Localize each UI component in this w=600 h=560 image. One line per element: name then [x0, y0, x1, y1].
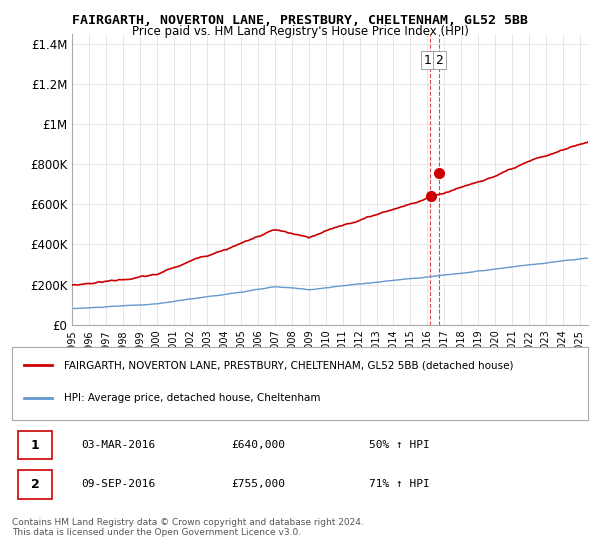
FancyBboxPatch shape: [18, 431, 52, 459]
Text: 1: 1: [424, 54, 431, 67]
Text: 2: 2: [31, 478, 40, 491]
Text: 50% ↑ HPI: 50% ↑ HPI: [369, 440, 430, 450]
Text: 71% ↑ HPI: 71% ↑ HPI: [369, 479, 430, 489]
Text: £755,000: £755,000: [231, 479, 285, 489]
Text: FAIRGARTH, NOVERTON LANE, PRESTBURY, CHELTENHAM, GL52 5BB: FAIRGARTH, NOVERTON LANE, PRESTBURY, CHE…: [72, 14, 528, 27]
Text: Price paid vs. HM Land Registry's House Price Index (HPI): Price paid vs. HM Land Registry's House …: [131, 25, 469, 38]
Text: FAIRGARTH, NOVERTON LANE, PRESTBURY, CHELTENHAM, GL52 5BB (detached house): FAIRGARTH, NOVERTON LANE, PRESTBURY, CHE…: [64, 361, 514, 370]
FancyBboxPatch shape: [12, 347, 588, 420]
Text: 09-SEP-2016: 09-SEP-2016: [81, 479, 155, 489]
Text: £640,000: £640,000: [231, 440, 285, 450]
FancyBboxPatch shape: [18, 470, 52, 498]
Text: 1: 1: [31, 438, 40, 452]
Text: Contains HM Land Registry data © Crown copyright and database right 2024.
This d: Contains HM Land Registry data © Crown c…: [12, 518, 364, 538]
Text: 2: 2: [435, 54, 443, 67]
Text: 03-MAR-2016: 03-MAR-2016: [81, 440, 155, 450]
Text: HPI: Average price, detached house, Cheltenham: HPI: Average price, detached house, Chel…: [64, 393, 320, 403]
